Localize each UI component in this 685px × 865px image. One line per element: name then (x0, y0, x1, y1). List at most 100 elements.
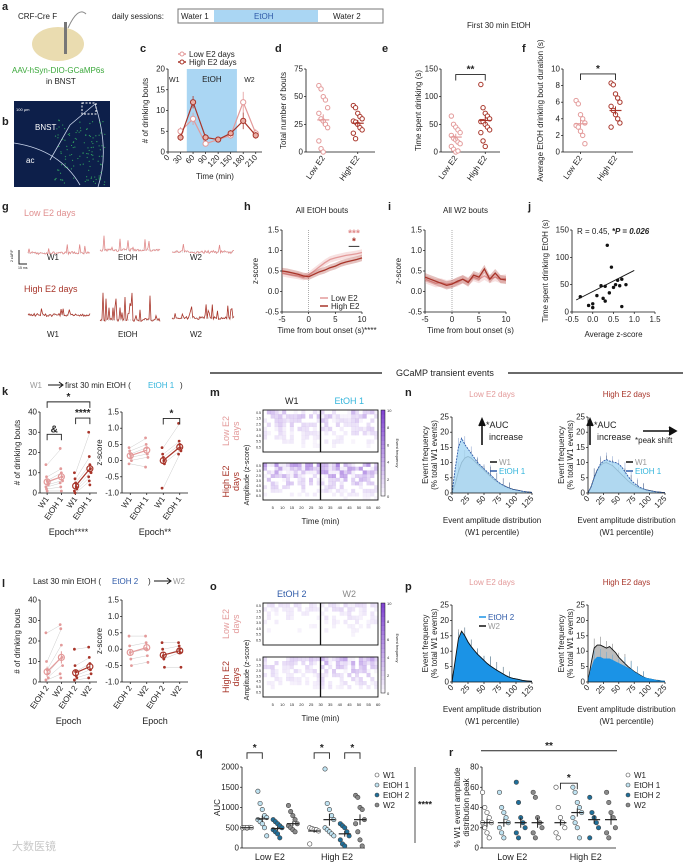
data-point (73, 477, 77, 481)
legend-label: Low E2 (331, 294, 358, 303)
y-tick-label: 0 (581, 489, 586, 498)
data-point (189, 99, 197, 106)
fluorescence-dot (88, 149, 90, 152)
heatmap-cell (324, 463, 329, 467)
gcamp-fluorescence (54, 119, 106, 186)
heatmap-cell (263, 474, 268, 478)
heatmap-cell (335, 470, 340, 475)
heatmap-cell (351, 439, 356, 444)
sem-band (425, 264, 506, 290)
significance-bracket (344, 752, 361, 759)
heatmap-cell (286, 474, 291, 478)
heatmap-cell (374, 665, 379, 670)
heatmap-cell (297, 628, 302, 633)
heatmap-cell (301, 431, 306, 436)
data-point (604, 830, 610, 836)
heatmap-cell (362, 470, 367, 475)
data-point (307, 841, 313, 847)
data-point (593, 820, 599, 826)
data-point (457, 129, 463, 136)
y-tick-label: 20 (28, 637, 37, 646)
data-point (279, 825, 285, 831)
colorbar-tick-label: 10 (387, 408, 392, 413)
row-label: Low E2 (221, 609, 231, 639)
legend-label: EtOH 2 (488, 613, 515, 622)
heatmap-cell (339, 677, 344, 682)
heatmap-cell (309, 466, 314, 471)
heatmap-cell (366, 496, 371, 501)
y-tick-label: 8 (556, 81, 561, 90)
data-point (486, 835, 492, 841)
arrow-right-icon (48, 381, 64, 389)
fluorescence-dot (86, 128, 88, 130)
heatmap-cell (358, 607, 363, 612)
data-point (329, 813, 335, 819)
data-point (522, 825, 528, 831)
fluorescence-dot (89, 122, 91, 125)
data-point (316, 138, 322, 144)
heatmap-cell (263, 673, 268, 678)
y-tick-label: 15 (576, 631, 585, 640)
y-axis-label: Amplitude (z-score) (244, 640, 251, 701)
data-point (609, 265, 614, 269)
legend-marker (374, 802, 380, 808)
data-point (480, 789, 486, 795)
panel-letters: a b c d e f g h i j k m n l o p q r (2, 1, 531, 759)
heatmap-cell (270, 681, 275, 686)
y-tick-label: 150 (425, 65, 439, 74)
legend-label: EtOH 1 (499, 467, 526, 476)
histogram-area (588, 459, 665, 493)
data-point (59, 643, 63, 647)
x-tick-label: 50 (475, 683, 488, 696)
heatmap-cell (293, 474, 298, 478)
y-tick-label: 100 (556, 253, 570, 262)
x-tick-label: 35 (328, 505, 333, 510)
y-tick-label: 0.5 (411, 267, 423, 276)
data-point (580, 116, 586, 122)
heatmap-cell (370, 439, 375, 444)
heatmap-cell (370, 481, 375, 486)
panel-letter-n: n (405, 387, 412, 399)
heatmap-cell (355, 466, 360, 471)
y-tick-label: 1.0 (108, 612, 120, 621)
heatmap-cell (278, 474, 283, 478)
significance-label: * (596, 64, 600, 75)
heatmap-cell (374, 619, 379, 625)
y-tick-label: 4.5 (256, 627, 261, 631)
heatmap-cell (370, 492, 375, 497)
heatmap-cell (335, 439, 340, 444)
data-point (482, 825, 488, 831)
heatmap-cell (351, 470, 356, 475)
heatmap-cell (347, 410, 352, 415)
heatmap-cell (335, 418, 340, 423)
heatmap-cell (332, 485, 337, 490)
heatmap-cell (286, 661, 291, 666)
heatmap-cell (320, 657, 325, 662)
heatmap-cell (335, 414, 340, 419)
data-point (601, 296, 605, 301)
heatmap-cell (366, 624, 371, 629)
colorbar-segment (381, 461, 385, 467)
heatmap-cell (316, 657, 321, 662)
fluorescence-dot (82, 152, 84, 154)
data-point (73, 647, 76, 651)
data-point (331, 833, 337, 839)
heatmap-cell (305, 665, 310, 670)
region-label: W2 (244, 77, 255, 84)
x-tick-label: W2 (169, 684, 184, 699)
heatmap-cell (324, 485, 329, 490)
data-point (496, 789, 502, 795)
data-point (285, 802, 291, 808)
ventricle-outline (94, 103, 104, 188)
heatmap-cell (324, 607, 329, 612)
y-axis-label: Time spent drinking (s) (414, 70, 423, 151)
data-point (572, 820, 578, 826)
colorbar-frame (380, 602, 386, 694)
y-tick-label: 5 (161, 127, 166, 136)
heatmap-cell (301, 463, 306, 467)
heatmap-cell (320, 466, 325, 471)
heatmap-cell (266, 477, 271, 482)
heatmap-cell (293, 418, 298, 423)
y-tick-label: 3.5 (256, 479, 261, 483)
x-tick-label: 55 (366, 702, 371, 707)
